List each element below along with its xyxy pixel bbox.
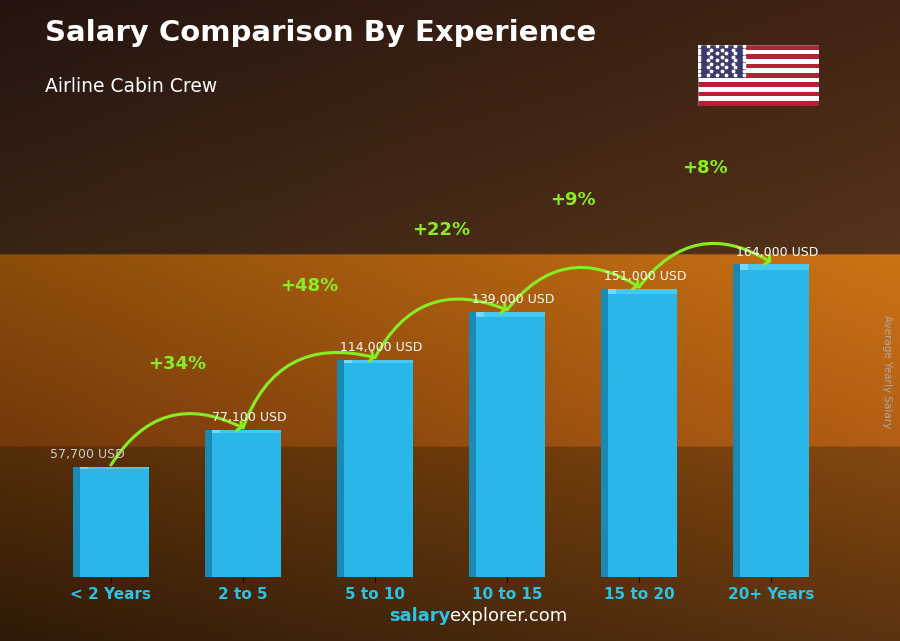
Bar [476, 312, 545, 317]
Bar [741, 264, 809, 270]
Bar [469, 312, 476, 577]
Bar [698, 69, 819, 73]
Bar [698, 82, 819, 87]
Bar [698, 45, 819, 49]
Bar [204, 430, 212, 577]
Bar [698, 73, 819, 78]
Text: +9%: +9% [550, 191, 596, 209]
Text: +8%: +8% [682, 158, 728, 176]
Text: 151,000 USD: 151,000 USD [605, 271, 687, 283]
Bar [698, 101, 819, 106]
Bar [698, 49, 819, 54]
Bar [698, 96, 819, 101]
Bar [698, 54, 819, 59]
Bar [476, 312, 484, 317]
Bar [212, 430, 220, 433]
Text: 114,000 USD: 114,000 USD [340, 341, 423, 354]
Bar [608, 289, 616, 294]
FancyBboxPatch shape [337, 360, 413, 577]
FancyBboxPatch shape [204, 430, 282, 577]
FancyBboxPatch shape [733, 264, 809, 577]
Text: +34%: +34% [148, 354, 206, 372]
FancyBboxPatch shape [73, 467, 149, 577]
Bar [733, 264, 741, 577]
Bar [345, 360, 413, 363]
Text: +48%: +48% [280, 277, 338, 295]
Text: 164,000 USD: 164,000 USD [736, 246, 819, 258]
Text: 57,700 USD: 57,700 USD [50, 448, 124, 461]
Text: salary: salary [389, 607, 450, 625]
Text: explorer.com: explorer.com [450, 607, 567, 625]
Bar [698, 78, 819, 82]
Bar [698, 92, 819, 96]
Bar [698, 59, 819, 63]
Bar [80, 467, 149, 469]
Bar [600, 289, 608, 577]
Bar [741, 264, 748, 270]
FancyBboxPatch shape [600, 289, 678, 577]
Text: Airline Cabin Crew: Airline Cabin Crew [45, 77, 217, 96]
Bar [698, 87, 819, 92]
Bar [698, 45, 746, 78]
Text: 77,100 USD: 77,100 USD [212, 411, 287, 424]
FancyBboxPatch shape [469, 312, 545, 577]
Text: +22%: +22% [412, 221, 470, 240]
Text: Salary Comparison By Experience: Salary Comparison By Experience [45, 19, 596, 47]
Bar [698, 63, 819, 69]
Bar [608, 289, 678, 294]
Text: 139,000 USD: 139,000 USD [472, 293, 554, 306]
Bar [73, 467, 80, 577]
Bar [80, 467, 88, 469]
Bar [337, 360, 345, 577]
Bar [345, 360, 352, 363]
Text: Average Yearly Salary: Average Yearly Salary [881, 315, 892, 428]
Bar [212, 430, 282, 433]
